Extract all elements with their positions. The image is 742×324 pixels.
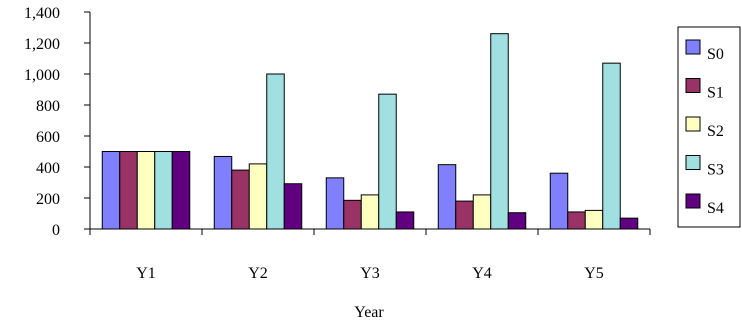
- bar-s2-y4: [472, 194, 492, 230]
- bar-s1-y1: [119, 151, 138, 230]
- legend-label-s0: S0: [707, 46, 724, 63]
- x-tick-label: Y3: [360, 265, 380, 282]
- bar-s4-y1: [171, 151, 191, 230]
- y-tick-label: 600: [36, 129, 60, 146]
- bar-s0-y2: [213, 155, 233, 230]
- bar-s2-y2: [248, 163, 268, 230]
- x-axis-title: Year: [354, 304, 384, 321]
- x-tick-label: Y2: [248, 265, 268, 282]
- bar-s1-y5: [567, 211, 586, 230]
- legend-label-s2: S2: [707, 123, 724, 140]
- bar-s3-y3: [378, 93, 397, 230]
- legend-swatch-s4: [685, 193, 701, 209]
- bar-s0-y4: [437, 164, 457, 230]
- x-axis: Y1 Y2 Y3 Y4 Y5: [89, 228, 651, 282]
- legend-swatch-s2: [685, 116, 701, 132]
- bar-s2-y1: [136, 151, 156, 230]
- bars: [101, 33, 639, 230]
- bar-s0-y1: [101, 151, 121, 230]
- legend-label-s1: S1: [707, 85, 724, 102]
- bar-s1-y4: [455, 200, 474, 230]
- x-tick-label: Y5: [584, 265, 604, 282]
- bar-s3-y2: [266, 73, 285, 230]
- y-tick-label: 1,400: [24, 5, 60, 22]
- y-tick-label: 800: [36, 98, 60, 115]
- legend-swatch-s1: [685, 78, 701, 93]
- legend: S0 S1 S2 S3 S4: [677, 26, 741, 228]
- y-axis: 0 200 400 600 800 1,000 1,200 1,400: [24, 5, 91, 239]
- y-tick-label: 0: [52, 222, 60, 239]
- bar-s2-y5: [584, 209, 604, 230]
- bar-s1-y3: [343, 199, 362, 230]
- bar-s4-y4: [507, 212, 527, 230]
- bar-s4-y3: [395, 211, 415, 230]
- x-tick-label: Y4: [472, 265, 492, 282]
- bar-s3-y5: [602, 62, 621, 230]
- y-tick-label: 200: [36, 191, 60, 208]
- bar-s1-y2: [231, 169, 250, 230]
- bar-s0-y5: [549, 172, 569, 230]
- legend-swatch-s0: [685, 39, 701, 55]
- x-tick-label: Y1: [136, 265, 156, 282]
- legend-label-s3: S3: [707, 162, 724, 179]
- legend-label-s4: S4: [707, 200, 724, 217]
- bar-s2-y3: [360, 194, 380, 230]
- bar-s3-y4: [490, 33, 509, 230]
- bar-s4-y2: [283, 183, 303, 230]
- legend-swatch-s3: [685, 155, 701, 170]
- bar-s4-y5: [619, 217, 639, 230]
- bar-s0-y3: [325, 177, 345, 230]
- y-tick-label: 400: [36, 160, 60, 177]
- y-tick-label: 1,200: [24, 36, 60, 53]
- bar-s3-y1: [154, 151, 173, 230]
- y-tick-label: 1,000: [24, 67, 60, 84]
